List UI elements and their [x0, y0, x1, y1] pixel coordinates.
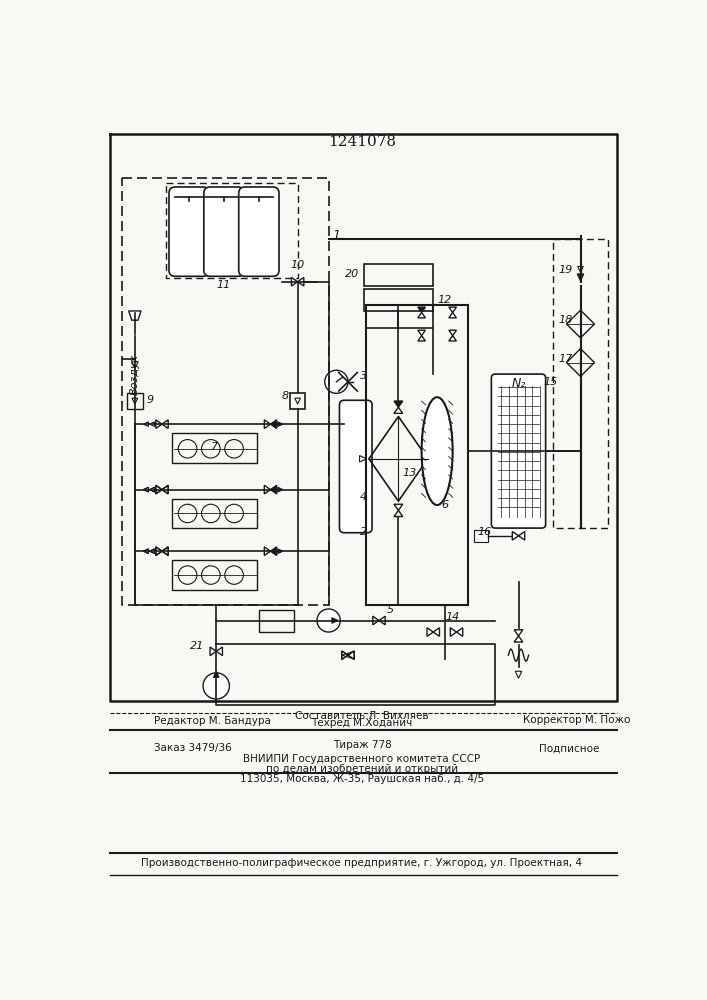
Text: 10: 10	[291, 260, 305, 270]
Text: 6: 6	[441, 500, 448, 510]
Polygon shape	[271, 485, 276, 494]
Text: 1241078: 1241078	[328, 135, 396, 149]
Text: Составитель Л. Вихляев: Составитель Л. Вихляев	[295, 711, 428, 721]
Polygon shape	[129, 311, 141, 320]
Text: 7: 7	[211, 442, 218, 452]
FancyBboxPatch shape	[339, 400, 372, 533]
Text: Заказ 3479/36: Заказ 3479/36	[154, 743, 232, 753]
Text: ВНИИПИ Государственного комитета СССР: ВНИИПИ Государственного комитета СССР	[243, 754, 481, 764]
Text: Производственно-полиграфическое предприятие, г. Ужгород, ул. Проектная, 4: Производственно-полиграфическое предприя…	[141, 858, 583, 868]
Text: 8: 8	[281, 391, 288, 401]
Polygon shape	[278, 549, 283, 554]
Polygon shape	[271, 547, 276, 556]
Text: 11: 11	[217, 280, 231, 290]
Polygon shape	[332, 618, 338, 623]
Text: Подписное: Подписное	[539, 743, 599, 753]
Text: 113035, Москва, Ж-35, Раушская наб., д. 4/5: 113035, Москва, Ж-35, Раушская наб., д. …	[240, 774, 484, 784]
FancyBboxPatch shape	[239, 187, 279, 276]
Polygon shape	[278, 487, 283, 492]
Text: 17: 17	[559, 354, 573, 364]
Text: 9: 9	[146, 395, 153, 405]
Text: Воздух: Воздух	[130, 353, 140, 395]
Ellipse shape	[421, 397, 452, 505]
Text: по делам изобретений и открытий: по делам изобретений и открытий	[266, 764, 458, 774]
Text: Корректор М. Пожо: Корректор М. Пожо	[523, 715, 631, 725]
Text: 16: 16	[477, 527, 491, 537]
Polygon shape	[418, 307, 426, 312]
Polygon shape	[214, 671, 219, 677]
Text: Тираж 778: Тираж 778	[332, 740, 392, 750]
Text: 5: 5	[387, 605, 395, 615]
Polygon shape	[271, 420, 276, 428]
FancyBboxPatch shape	[204, 187, 244, 276]
Text: N₂: N₂	[511, 377, 526, 390]
Text: 18: 18	[559, 315, 573, 325]
Text: 15: 15	[543, 377, 558, 387]
Text: 3: 3	[360, 371, 367, 381]
Text: 4: 4	[360, 492, 367, 502]
Text: Редактор М. Бандура: Редактор М. Бандура	[154, 716, 271, 726]
Text: 12: 12	[437, 295, 451, 305]
FancyBboxPatch shape	[169, 187, 209, 276]
Circle shape	[325, 370, 348, 393]
Circle shape	[203, 673, 230, 699]
Text: 19: 19	[559, 265, 573, 275]
Polygon shape	[278, 422, 283, 426]
Polygon shape	[394, 401, 403, 407]
Circle shape	[317, 609, 340, 632]
Text: 21: 21	[190, 641, 204, 651]
Text: 14: 14	[445, 612, 460, 622]
FancyBboxPatch shape	[491, 374, 546, 528]
Text: 13: 13	[402, 468, 416, 478]
Text: Техред М.Ходанич: Техред М.Ходанич	[311, 718, 413, 728]
Text: 20: 20	[346, 269, 360, 279]
Text: 1: 1	[332, 229, 341, 242]
Polygon shape	[577, 274, 584, 281]
Text: 2: 2	[360, 527, 367, 537]
